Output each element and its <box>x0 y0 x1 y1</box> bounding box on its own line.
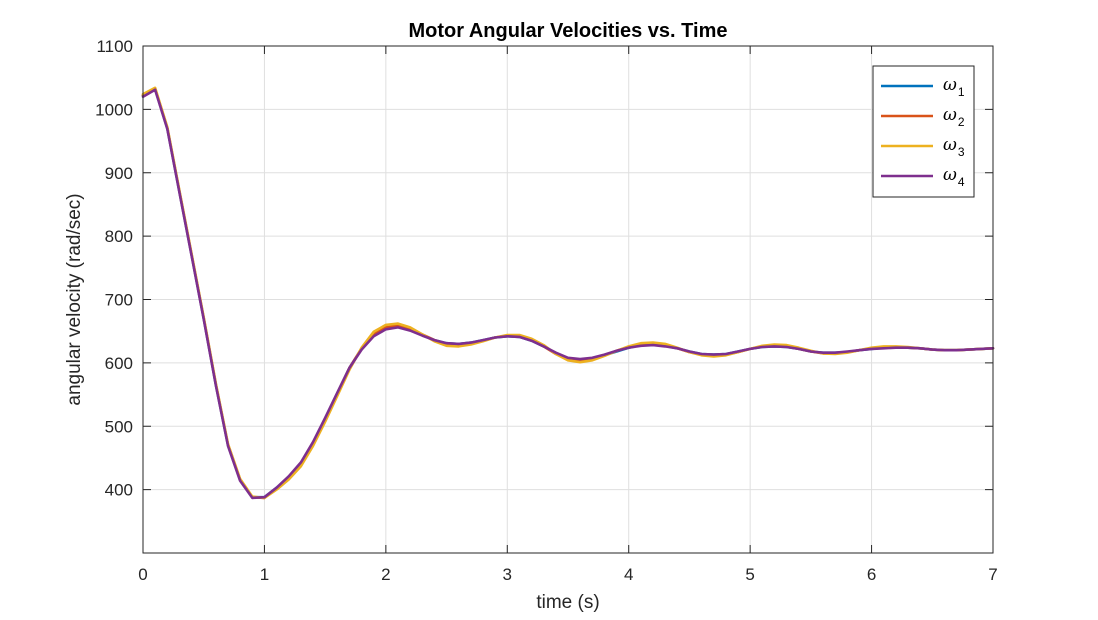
x-tick-label: 6 <box>867 565 876 584</box>
x-tick-label: 1 <box>260 565 269 584</box>
legend-label-2: ω2 <box>943 105 965 129</box>
y-tick-label: 400 <box>105 481 133 500</box>
y-tick-label: 500 <box>105 417 133 436</box>
legend-label-1: ω1 <box>943 75 965 99</box>
ticks: 0 1 2 3 4 5 6 7 400 500 600 700 800 900 1000 1100 <box>95 37 998 584</box>
y-tick-label: 900 <box>105 164 133 183</box>
legend: ω1 ω2 ω3 ω4 <box>872 65 975 198</box>
y-tick-label: 1000 <box>95 100 133 119</box>
x-tick-label: 3 <box>503 565 512 584</box>
x-tick-label: 4 <box>624 565 633 584</box>
y-tick-label: 700 <box>105 291 133 310</box>
x-tick-label: 5 <box>745 565 754 584</box>
legend-label-3: ω3 <box>943 135 965 159</box>
x-tick-label: 2 <box>381 565 390 584</box>
x-tick-label: 7 <box>988 565 997 584</box>
y-tick-label: 800 <box>105 227 133 246</box>
series-layer <box>141 86 995 500</box>
y-tick-label: 1100 <box>96 37 133 56</box>
series-line-4 <box>141 88 995 500</box>
x-axis-label: time (s) <box>536 592 599 613</box>
legend-label-4: ω4 <box>943 165 965 189</box>
y-axis-label: angular velocity (rad/sec) <box>64 193 85 405</box>
x-tick-label: 0 <box>138 565 147 584</box>
chart-title: Motor Angular Velocities vs. Time <box>409 20 728 42</box>
y-tick-label: 600 <box>105 354 133 373</box>
